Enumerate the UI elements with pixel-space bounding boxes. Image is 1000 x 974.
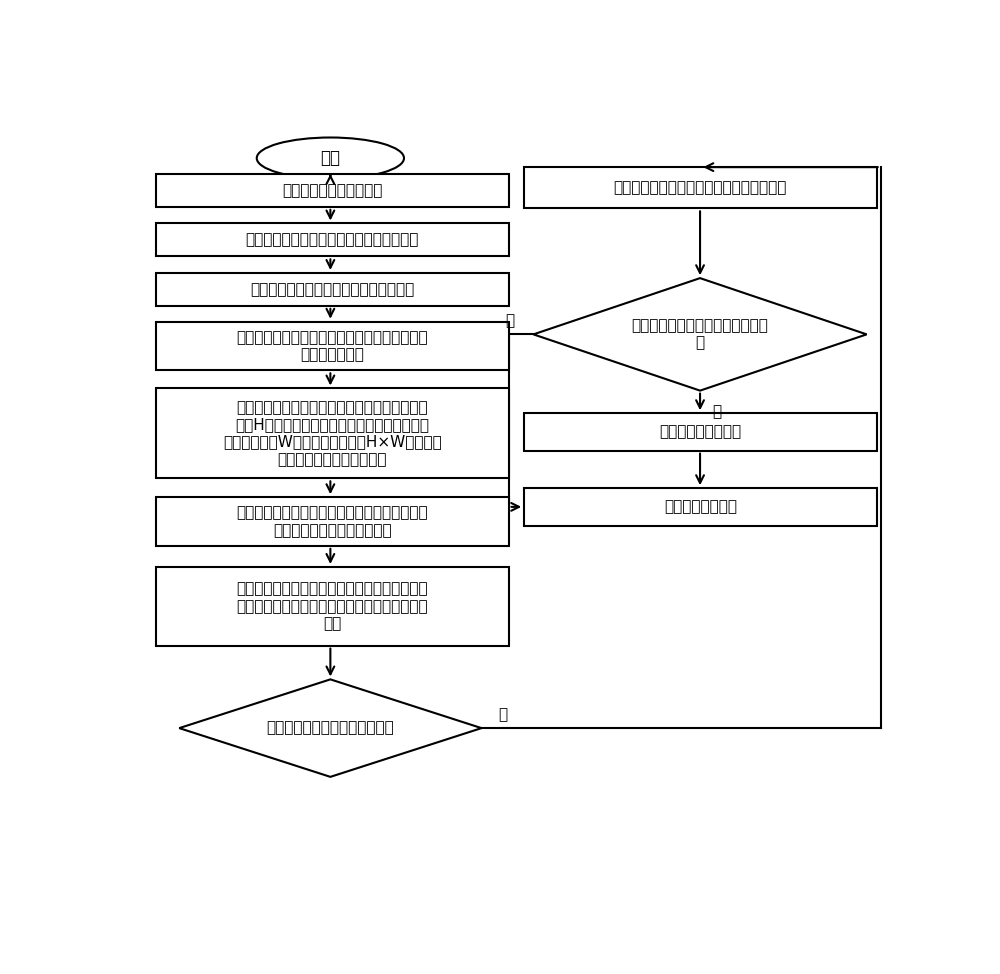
Text: 计算各个角点的缺陷识别范围与其他角点的缺陷
识别范围产生交集区域的次数: 计算各个角点的缺陷识别范围与其他角点的缺陷 识别范围产生交集区域的次数 <box>237 506 428 538</box>
Bar <box>156 567 509 646</box>
Text: 标记线材为合格品: 标记线材为合格品 <box>664 500 737 514</box>
Text: 用于将角点的上距角点与下距角点的欧式距离作
为高H；将角点的左距角点与右距角点之间的欧
式距离作为宽W；以角点为中心的H×W的矩形区
域作为角点的缺陷识别范围: 用于将角点的上距角点与下距角点的欧式距离作 为高H；将角点的左距角点与右距角点之… <box>223 399 442 467</box>
Polygon shape <box>533 279 867 391</box>
Bar <box>156 389 509 478</box>
Text: 获取线材的内部断层图像: 获取线材的内部断层图像 <box>282 183 382 198</box>
Text: 对各个角点的缺陷识别范围内进行线段检测，获
取缺陷识别范围内长度最长的线段作为待识别痕
迹线: 对各个角点的缺陷识别范围内进行线段检测，获 取缺陷识别范围内长度最长的线段作为待… <box>237 581 428 631</box>
Text: 待识别痕迹线是否为缺陷痕迹线: 待识别痕迹线是否为缺陷痕迹线 <box>266 721 394 735</box>
Bar <box>156 497 509 545</box>
Text: 标记该角点的缺陷识别范围为线材缺陷位置: 标记该角点的缺陷识别范围为线材缺陷位置 <box>614 180 787 195</box>
Bar <box>524 413 877 451</box>
Bar <box>156 223 509 256</box>
Polygon shape <box>179 680 482 777</box>
Bar <box>524 168 877 208</box>
Ellipse shape <box>257 137 404 179</box>
Text: 开始: 开始 <box>320 149 340 168</box>
Bar <box>156 174 509 206</box>
Text: 标记线材为不合格品: 标记线材为不合格品 <box>659 425 742 439</box>
Text: 对内部断层图像进行灰度化得到断层灰度图: 对内部断层图像进行灰度化得到断层灰度图 <box>246 233 419 247</box>
Text: 是: 是 <box>713 404 722 419</box>
Text: 线材缺陷位置总数超过缺陷数量阈
值: 线材缺陷位置总数超过缺陷数量阈 值 <box>632 318 768 351</box>
Bar <box>524 488 877 526</box>
Text: 是: 是 <box>499 707 508 722</box>
Text: 分别搜索各个角点的上距角点、下距角点、左距
角点、右距角点: 分别搜索各个角点的上距角点、下距角点、左距 角点、右距角点 <box>237 330 428 362</box>
Text: 对断层灰度图进行角点检测得到多个角点: 对断层灰度图进行角点检测得到多个角点 <box>250 281 414 297</box>
Bar <box>156 321 509 370</box>
Bar <box>156 273 509 306</box>
Text: 否: 否 <box>506 314 515 328</box>
